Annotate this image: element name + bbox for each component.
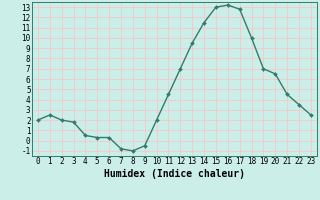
X-axis label: Humidex (Indice chaleur): Humidex (Indice chaleur) xyxy=(104,169,245,179)
